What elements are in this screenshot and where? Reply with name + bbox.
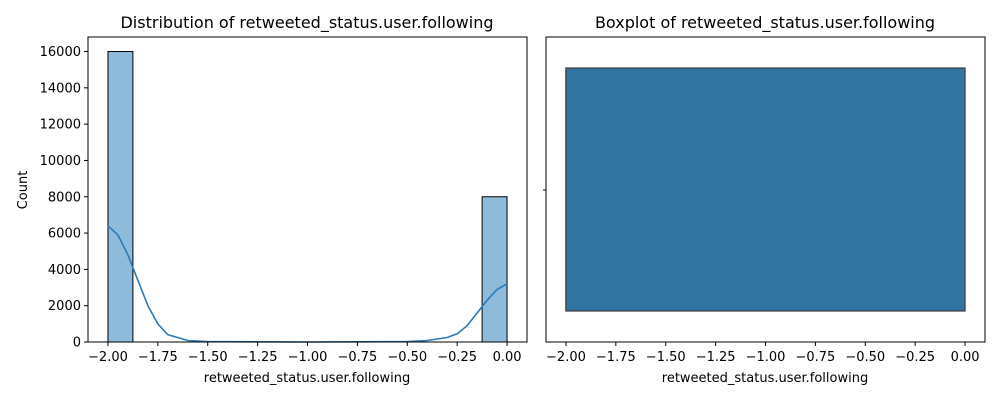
histogram-y-tick-label-6: 12000 [40, 118, 81, 133]
boxplot-x-tick-label-5: −0.75 [795, 350, 835, 365]
histogram-x-axis-label: retweeted_status.user.following [204, 371, 410, 386]
histogram-x-tick-label-3: −1.25 [238, 350, 278, 365]
kde-curve-line [107, 225, 508, 343]
histogram-y-tick-label-4: 8000 [48, 190, 81, 205]
histogram-y-tick-label-1: 2000 [48, 299, 81, 314]
histogram-x-tick-label-0: −2.00 [88, 350, 128, 365]
boxplot-panel: Boxplot of retweeted_status.user.followi… [543, 13, 986, 386]
histogram-title: Distribution of retweeted_status.user.fo… [120, 13, 493, 33]
histogram-x-tick-label-4: −1.00 [288, 350, 328, 365]
histogram-y-tick-label-5: 10000 [40, 154, 81, 169]
histogram-bar-0 [107, 51, 134, 343]
histogram-y-tick-label-3: 6000 [48, 227, 81, 242]
boxplot-x-tick-label-4: −1.00 [746, 350, 786, 365]
histogram-panel: Distribution of retweeted_status.user.fo… [16, 13, 528, 386]
histogram-y-tick-label-8: 16000 [40, 45, 81, 60]
boxplot-title: Boxplot of retweeted_status.user.followi… [595, 13, 935, 33]
histogram-y-axis-label: Count [16, 171, 31, 210]
boxplot-plot-area: −2.00 −1.75 −1.50 −1.25 −1.00 −0.75 −0.50 −0.25… [546, 67, 980, 365]
boxplot-x-tick-label-1: −1.75 [596, 350, 636, 365]
histogram-bar-1 [481, 196, 508, 343]
histogram-y-tick-label-7: 14000 [40, 81, 81, 96]
histogram-x-tick-label-5: −0.75 [337, 350, 377, 365]
boxplot-x-axis-label: retweeted_status.user.following [662, 371, 868, 386]
histogram-x-tick-label-7: −0.25 [437, 350, 477, 365]
boxplot-x-tick-label-7: −0.25 [895, 350, 935, 365]
boxplot-x-tick-label-0: −2.00 [546, 350, 586, 365]
histogram-x-tick-label-2: −1.50 [188, 350, 228, 365]
boxplot-x-tick-label-6: −0.50 [845, 350, 885, 365]
histogram-y-tick-label-0: 0 [73, 336, 81, 351]
boxplot-x-tick-label-2: −1.50 [646, 350, 686, 365]
histogram-plot-area: −2.00 −1.75 −1.50 −1.25 −1.00 −0.75 −0.50 −0.25… [40, 45, 522, 365]
boxplot-x-tick-label-8: 0.00 [951, 350, 980, 365]
histogram-y-tick-label-2: 4000 [48, 263, 81, 278]
histogram-x-tick-label-6: −0.50 [387, 350, 427, 365]
histogram-frame [87, 36, 528, 343]
boxplot-box [565, 67, 966, 312]
histogram-x-tick-label-1: −1.75 [138, 350, 178, 365]
boxplot-x-tick-label-3: −1.25 [696, 350, 736, 365]
histogram-x-tick-label-8: 0.00 [493, 350, 522, 365]
